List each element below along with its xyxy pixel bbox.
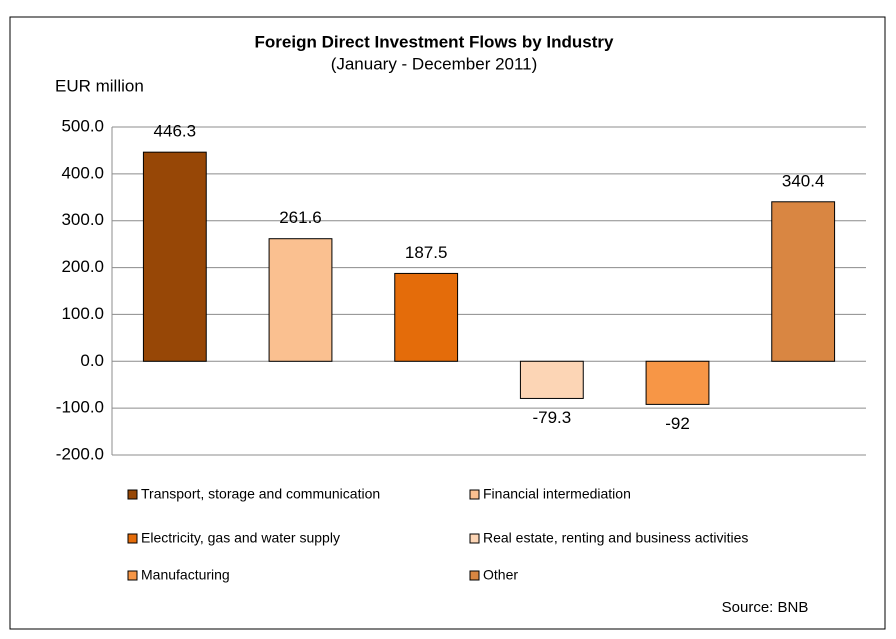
legend-label: Electricity, gas and water supply xyxy=(141,530,340,546)
y-tick-label: -100.0 xyxy=(56,398,104,417)
value-label: -92 xyxy=(665,414,690,433)
bar xyxy=(771,201,836,362)
legend-label: Other xyxy=(483,567,518,583)
chart-title: Foreign Direct Investment Flows by Indus… xyxy=(255,32,614,51)
y-tick-label: 0.0 xyxy=(80,351,104,370)
legend-swatch xyxy=(127,533,138,544)
y-tick-label: 200.0 xyxy=(61,257,104,276)
chart-subtitle: (January - December 2011) xyxy=(331,54,538,73)
y-tick-label: 400.0 xyxy=(61,163,104,182)
value-label: 340.4 xyxy=(782,171,825,190)
legend-label: Financial intermediation xyxy=(483,486,631,502)
bar xyxy=(645,360,710,405)
bar xyxy=(394,272,459,362)
legend-label: Manufacturing xyxy=(141,567,230,583)
legend-swatch xyxy=(469,489,480,500)
value-label: 187.5 xyxy=(405,243,448,262)
legend-label: Real estate, renting and business activi… xyxy=(483,530,748,546)
source-note: Source: BNB xyxy=(722,599,809,616)
y-tick-label: 300.0 xyxy=(61,210,104,229)
bar xyxy=(142,151,207,362)
legend-swatch xyxy=(469,570,480,581)
legend-swatch xyxy=(127,489,138,500)
legend-swatch xyxy=(469,533,480,544)
legend-swatch xyxy=(127,570,138,581)
value-label: -79.3 xyxy=(532,408,571,427)
y-tick-label: 100.0 xyxy=(61,304,104,323)
y-axis-label: EUR million xyxy=(55,76,144,95)
value-label: 446.3 xyxy=(154,122,197,141)
value-label: 261.6 xyxy=(279,208,322,227)
y-tick-label: 500.0 xyxy=(61,116,104,135)
bar xyxy=(519,360,584,399)
legend-label: Transport, storage and communication xyxy=(141,486,380,502)
y-tick-label: -200.0 xyxy=(56,444,104,463)
bar xyxy=(268,238,333,362)
